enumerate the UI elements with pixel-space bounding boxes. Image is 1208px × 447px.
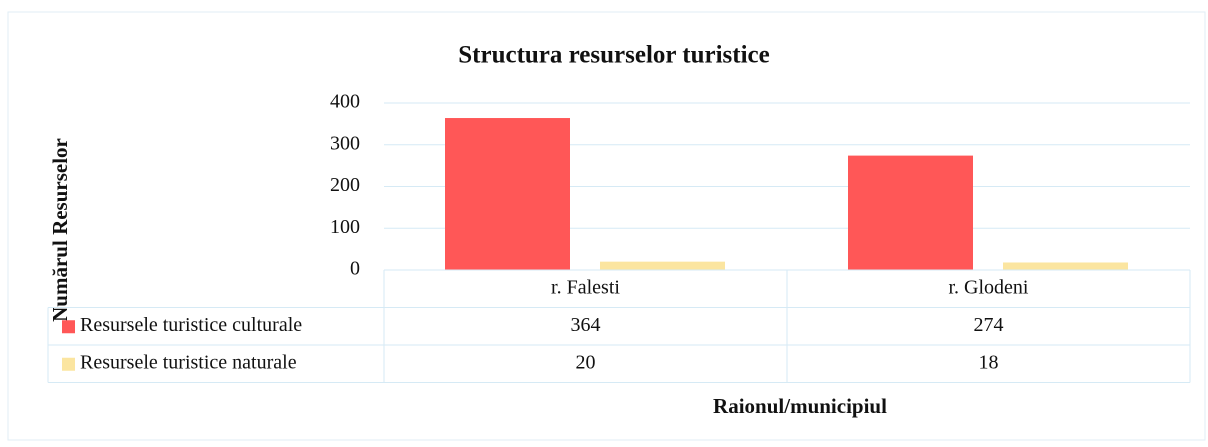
bar xyxy=(1003,262,1128,270)
y-tick-label: 400 xyxy=(330,91,360,113)
legend-label: Resursele turistice naturale xyxy=(80,351,297,373)
y-axis-label: Numărul Resurselor xyxy=(48,138,72,322)
y-tick-label: 100 xyxy=(330,216,360,238)
y-tick-label: 200 xyxy=(330,174,360,196)
bar xyxy=(600,261,725,270)
legend-label: Resursele turistice culturale xyxy=(80,314,302,336)
x-tick-label: r. Falesti xyxy=(551,276,620,298)
legend-key xyxy=(62,357,75,371)
bar xyxy=(848,155,973,270)
y-tick-label: 300 xyxy=(330,132,360,154)
table-value: 20 xyxy=(576,351,596,373)
table-value: 18 xyxy=(979,351,999,373)
y-tick-label: 0 xyxy=(350,258,360,280)
bar xyxy=(445,118,570,270)
chart-border xyxy=(7,11,1206,441)
x-axis-label: Raionul/municipiul xyxy=(713,394,887,418)
table-value: 274 xyxy=(974,314,1004,336)
x-tick-label: r. Glodeni xyxy=(949,276,1029,298)
chart-title: Structura resurselor turistice xyxy=(458,42,770,69)
legend-key xyxy=(62,320,75,334)
table-value: 364 xyxy=(571,314,601,336)
